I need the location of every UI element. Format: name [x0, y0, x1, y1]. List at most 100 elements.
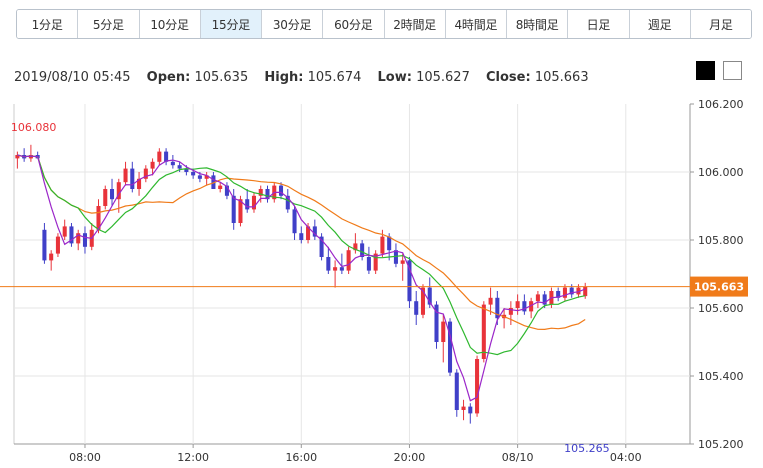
- candle-body: [62, 226, 67, 237]
- y-tick-label: 106.000: [698, 166, 744, 179]
- candle-body: [319, 236, 324, 257]
- tab-timeframe-4[interactable]: 30分足: [262, 10, 324, 38]
- candle-body: [569, 287, 574, 295]
- tab-timeframe-8[interactable]: 8時間足: [507, 10, 569, 38]
- tab-timeframe-3[interactable]: 15分足: [200, 10, 262, 38]
- candle-body: [150, 161, 155, 169]
- x-tick-label: 08/10: [502, 451, 534, 464]
- candle-body: [420, 287, 426, 315]
- candle-body: [468, 406, 473, 414]
- candle-body: [414, 301, 419, 315]
- timeframe-tab-bar: 1分足 5分足 10分足 15分足 30分足 60分足 2時間足 4時間足 8時間足 日足 週足 月足: [16, 9, 752, 39]
- candle-body: [306, 226, 311, 240]
- tab-timeframe-6[interactable]: 2時間足: [384, 10, 446, 38]
- high-label: High:: [264, 70, 304, 85]
- candle-body: [49, 253, 54, 261]
- high-value: 105.674: [307, 70, 362, 85]
- candle-body: [130, 168, 135, 189]
- candle-body: [82, 233, 88, 247]
- y-tick-label: 105.800: [698, 234, 744, 247]
- candle-body: [556, 291, 561, 298]
- candle-body: [495, 297, 500, 319]
- candle-body: [312, 226, 317, 237]
- candle-body: [346, 250, 351, 271]
- candle-body: [373, 253, 378, 271]
- candle-body: [170, 161, 175, 166]
- candle-body: [299, 233, 304, 240]
- candle-body: [353, 243, 358, 251]
- candle-body: [475, 359, 480, 414]
- tab-timeframe-11[interactable]: 月足: [690, 10, 751, 38]
- ohlc-datetime: 2019/08/10 05:45: [14, 70, 131, 85]
- candle-body: [231, 195, 236, 223]
- tab-timeframe-7[interactable]: 4時間足: [445, 10, 507, 38]
- close-label: Close:: [486, 70, 531, 85]
- candle-body: [360, 243, 365, 257]
- tab-timeframe-0[interactable]: 1分足: [17, 10, 79, 38]
- candle-body: [393, 250, 398, 264]
- candle-body: [218, 185, 223, 189]
- close-value: 105.663: [534, 70, 589, 85]
- candle-body: [535, 294, 540, 302]
- candle-body: [191, 172, 196, 176]
- ma-mid-line: [17, 154, 586, 356]
- candle-body: [326, 257, 331, 271]
- candle-body: [184, 168, 189, 172]
- y-tick-label: 106.200: [698, 98, 744, 111]
- x-tick-label: 08:00: [69, 451, 101, 464]
- dark-theme-swatch[interactable]: [696, 61, 715, 80]
- candle-body: [407, 260, 412, 302]
- candle-body: [164, 151, 169, 162]
- candle-body: [508, 308, 513, 315]
- x-tick-label: 20:00: [394, 451, 426, 464]
- tab-timeframe-10[interactable]: 週足: [629, 10, 691, 38]
- tab-timeframe-9[interactable]: 日足: [568, 10, 630, 38]
- candle-body: [76, 233, 81, 244]
- candle-body: [481, 304, 486, 359]
- low-label: Low:: [377, 70, 412, 85]
- candle-body: [109, 189, 115, 200]
- light-theme-swatch[interactable]: [723, 61, 742, 80]
- candle-body: [69, 226, 74, 244]
- candle-body: [434, 304, 439, 342]
- x-tick-label: 04:00: [610, 451, 642, 464]
- tab-timeframe-5[interactable]: 60分足: [323, 10, 385, 38]
- candle-body: [245, 199, 250, 210]
- tab-timeframe-1[interactable]: 5分足: [78, 10, 140, 38]
- high-annotation: 106.080: [11, 121, 57, 134]
- candle-body: [224, 185, 229, 196]
- candle-body: [522, 301, 527, 312]
- candle-body: [583, 286, 588, 297]
- open-value: 105.635: [194, 70, 249, 85]
- candle-body: [197, 175, 202, 179]
- ohlc-readout: 2019/08/10 05:45 Open: 105.635 High: 105…: [14, 70, 589, 85]
- candle-body: [515, 301, 520, 308]
- x-tick-label: 16:00: [285, 451, 317, 464]
- candle-body: [265, 189, 270, 200]
- candle-body: [285, 195, 290, 210]
- candle-body: [177, 165, 182, 169]
- candle-body: [441, 321, 446, 342]
- candle-body: [55, 236, 60, 254]
- candle-body: [204, 175, 209, 179]
- candle-body: [461, 406, 466, 410]
- candle-body: [400, 260, 405, 264]
- candle-body: [447, 321, 453, 373]
- candle-body: [116, 182, 121, 200]
- tab-timeframe-2[interactable]: 10分足: [139, 10, 201, 38]
- open-label: Open:: [146, 70, 191, 85]
- candle-body: [123, 168, 128, 183]
- candle-body: [427, 287, 432, 305]
- candle-body: [454, 372, 459, 410]
- candle-body: [488, 297, 493, 305]
- candle-body: [251, 195, 257, 210]
- y-tick-label: 105.200: [698, 438, 744, 451]
- candle-body: [238, 199, 243, 223]
- candle-body: [96, 206, 101, 230]
- candle-body: [157, 151, 162, 162]
- y-tick-label: 105.600: [698, 302, 744, 315]
- candle-body: [380, 236, 385, 254]
- candle-body: [387, 236, 392, 251]
- candle-body: [258, 189, 263, 196]
